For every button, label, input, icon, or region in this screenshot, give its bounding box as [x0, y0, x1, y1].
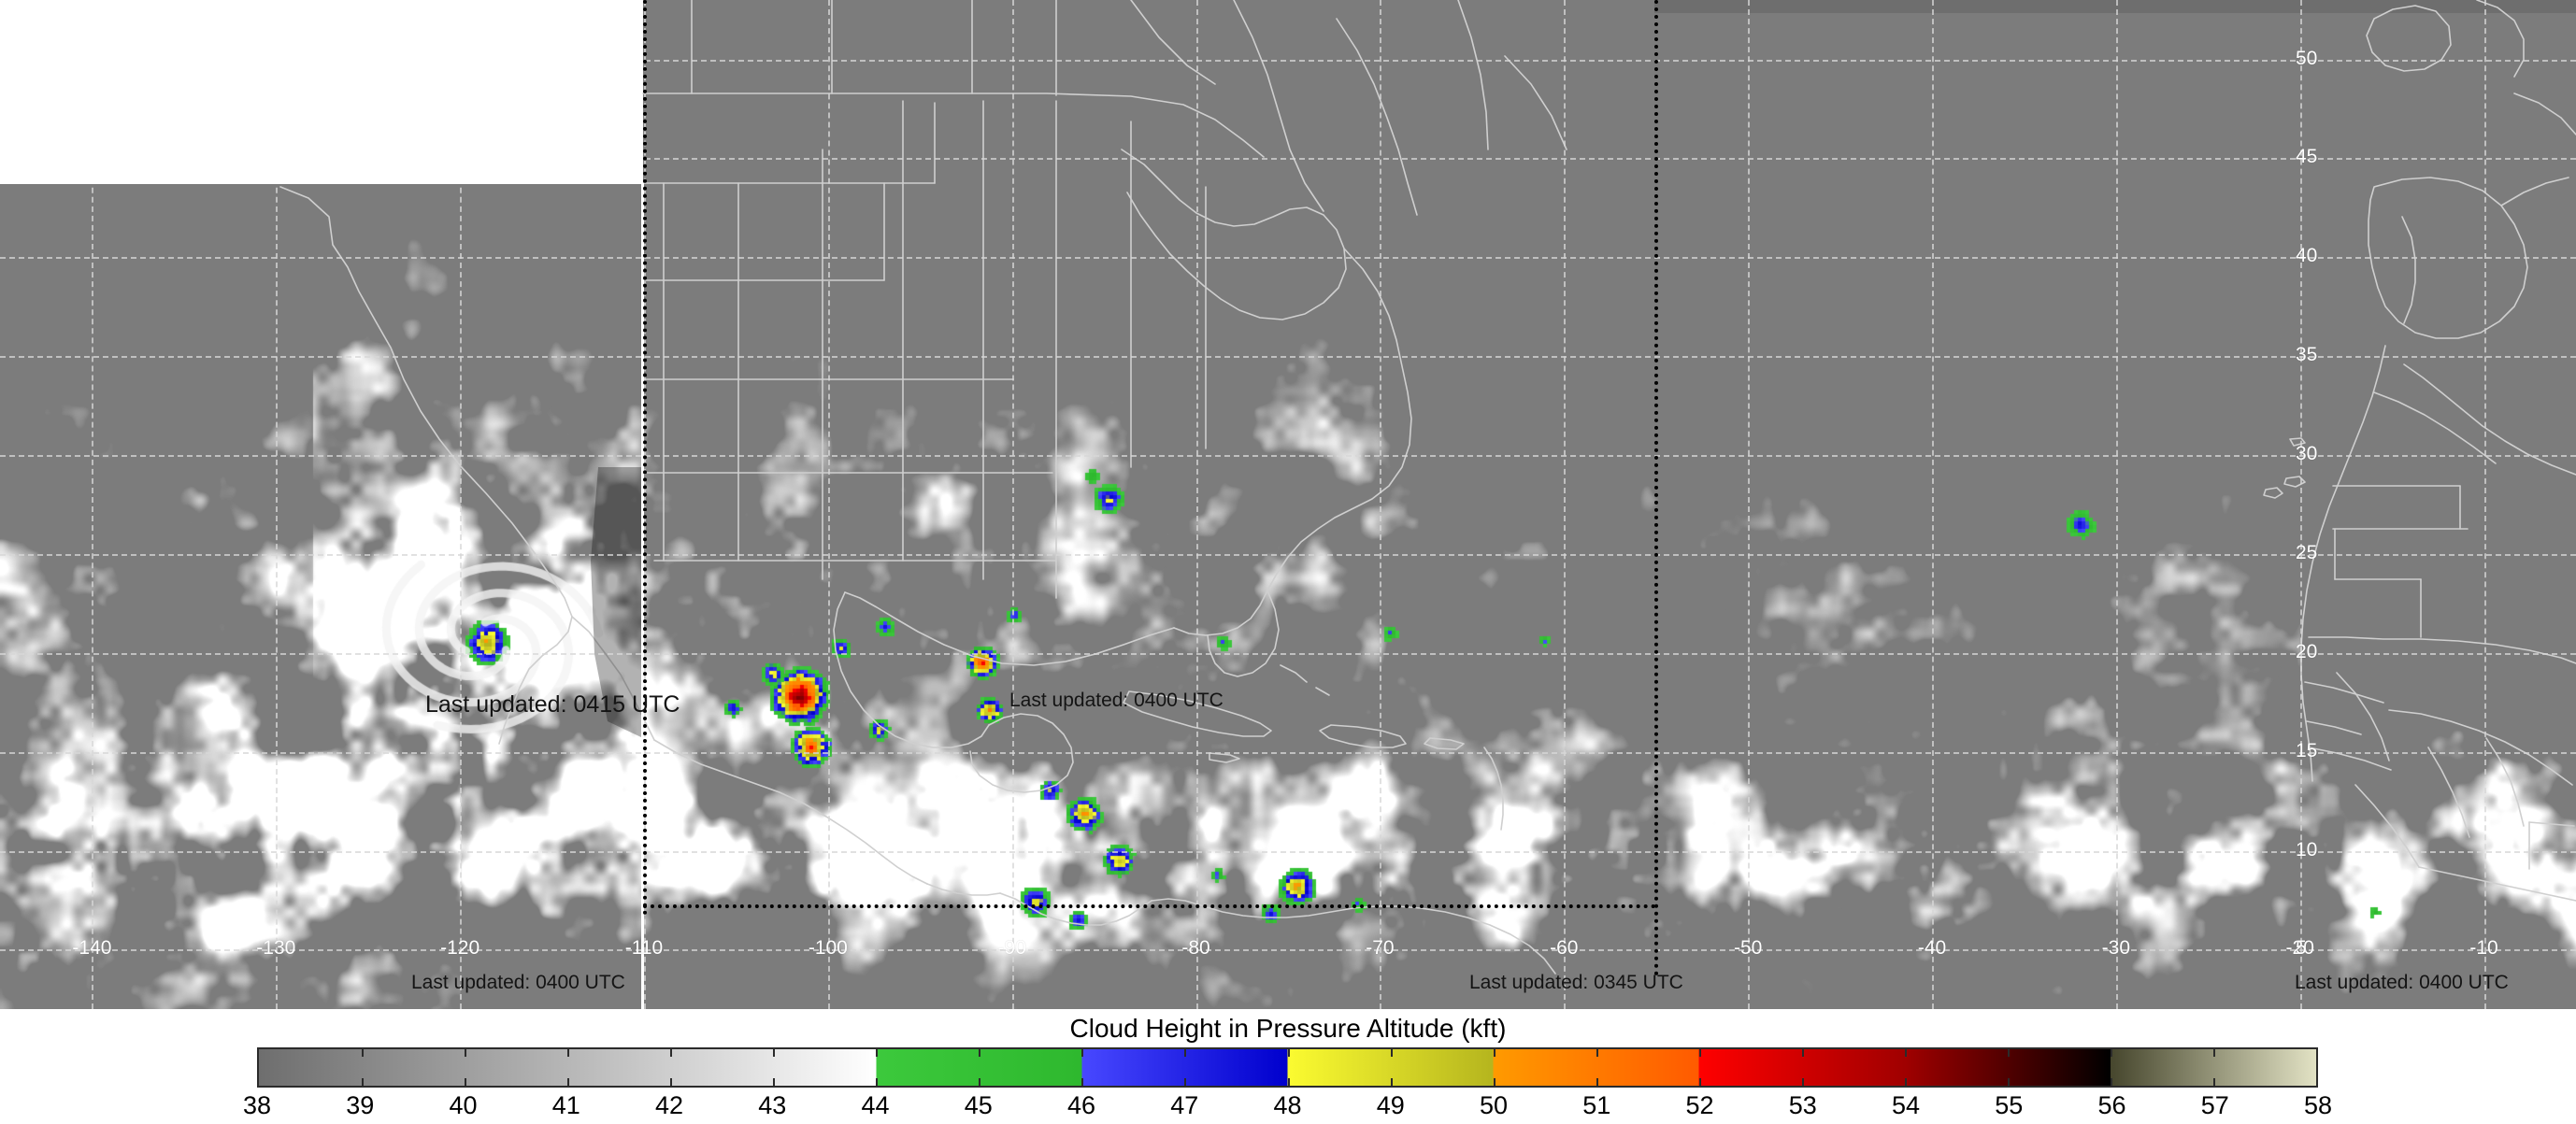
colorbar-tick-label: 42 [654, 1091, 684, 1119]
panel-divider-west [641, 183, 644, 1009]
colorbar [257, 1047, 2318, 1088]
meteosat-top-band [1654, 0, 2576, 13]
colorbar-tick-label: 58 [2303, 1091, 2333, 1119]
colorbar-tick-label: 50 [1479, 1091, 1509, 1119]
colorbar-tick-label: 57 [2200, 1091, 2229, 1119]
colorbar-tick-label: 39 [346, 1091, 375, 1119]
panel-boundary-dotted-left [643, 0, 647, 916]
colorbar-tick-label: 52 [1685, 1091, 1714, 1119]
colorbar-tick-label: 48 [1273, 1091, 1302, 1119]
colorbar-tick-label: 45 [964, 1091, 993, 1119]
colorbar-tick-label: 46 [1066, 1091, 1096, 1119]
satellite-map-canvas: -140 -130 -120 -110 -100 -90 -80 -70 -60 -50 -40 -3… [0, 0, 2576, 1009]
colorbar-tick-label: 53 [1788, 1091, 1817, 1119]
colorbar-tick-label: 56 [2097, 1091, 2126, 1119]
goes-west-panel [0, 183, 643, 1009]
colorbar-tick-label: 38 [242, 1091, 272, 1119]
colorbar-tick-label: 51 [1582, 1091, 1611, 1119]
colorbar-tick-label: 49 [1376, 1091, 1405, 1119]
colorbar-tick-label: 55 [1995, 1091, 2024, 1119]
colorbar-tick-label: 54 [1891, 1091, 1921, 1119]
colorbar-gradient [259, 1049, 2316, 1086]
white-crop-edge-bottom [0, 181, 643, 184]
meteosat-panel [1654, 0, 2576, 1009]
goes-east-panel [643, 0, 1654, 1009]
legend-title: Cloud Height in Pressure Altitude (kft) [1069, 1014, 1507, 1043]
colorbar-tick-label: 47 [1170, 1091, 1199, 1119]
panel-boundary-dotted-right [1654, 0, 1658, 976]
colorbar-tick-label: 44 [861, 1091, 890, 1119]
colorbar-tick-label: 43 [758, 1091, 787, 1119]
colorbar-legend: Cloud Height in Pressure Altitude (kft) … [0, 1009, 2576, 1124]
no-data-mask [0, 0, 641, 181]
colorbar-tick-label: 40 [449, 1091, 478, 1119]
colorbar-tick-label: 41 [551, 1091, 580, 1119]
panel-boundary-dotted-bottom [643, 904, 1656, 908]
